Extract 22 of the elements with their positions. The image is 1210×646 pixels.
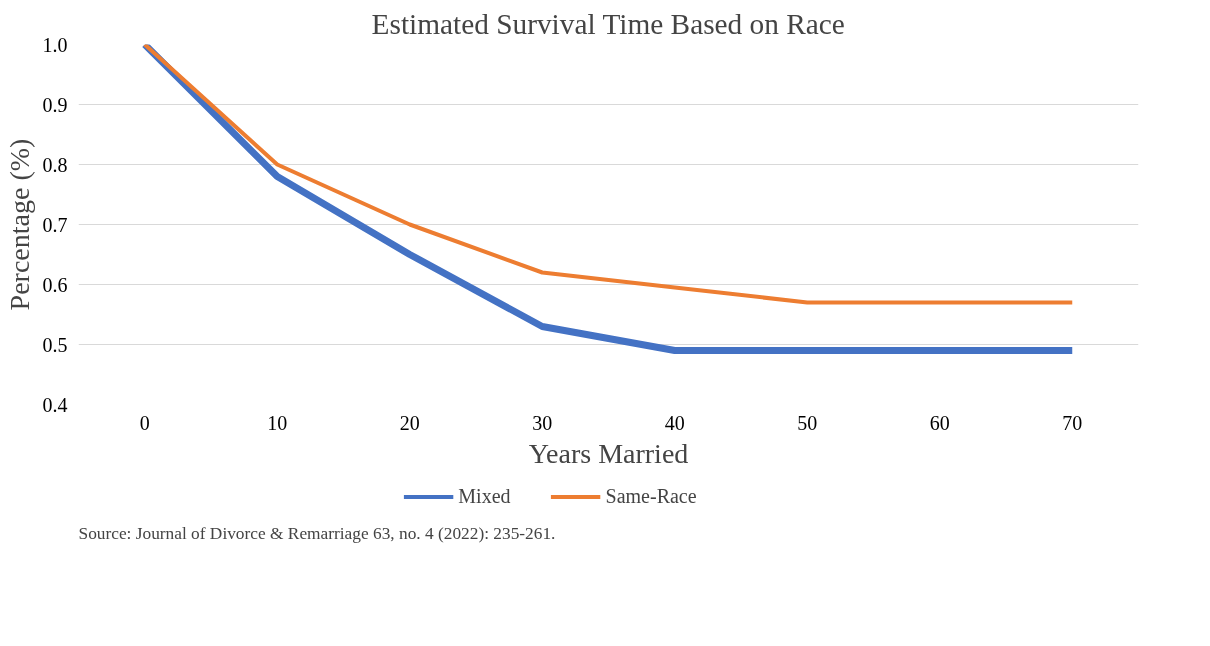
x-tick-label: 20 [399, 411, 420, 434]
x-tick-label: 30 [532, 411, 553, 434]
x-tick-label: 10 [267, 411, 288, 434]
y-tick-label: 0.8 [42, 153, 68, 176]
x-tick-label: 60 [929, 411, 950, 434]
y-axis-title: Percentage (%) [3, 138, 35, 311]
y-tick-label: 0.9 [42, 93, 68, 116]
chart-title: Estimated Survival Time Based on Race [371, 7, 845, 40]
source-note: Source: Journal of Divorce & Remarriage 63, no. 4 (2022): 235-261. [78, 523, 556, 543]
x-tick-label: 50 [797, 411, 818, 434]
y-tick-label: 0.6 [42, 273, 68, 296]
legend-label: Mixed [458, 484, 511, 508]
line-series [142, 44, 1075, 305]
x-tick-label: 70 [1062, 411, 1083, 434]
y-tick-label: 0.4 [42, 393, 68, 416]
legend-label: Same-Race [605, 484, 697, 508]
x-tick-label: 0 [139, 411, 150, 434]
y-tick-label: 0.7 [42, 213, 68, 236]
x-axis-title: Years Married [528, 437, 689, 469]
y-tick-label: 1.0 [42, 33, 68, 56]
y-tick-label: 0.5 [42, 333, 68, 356]
x-tick-label: 40 [664, 411, 685, 434]
